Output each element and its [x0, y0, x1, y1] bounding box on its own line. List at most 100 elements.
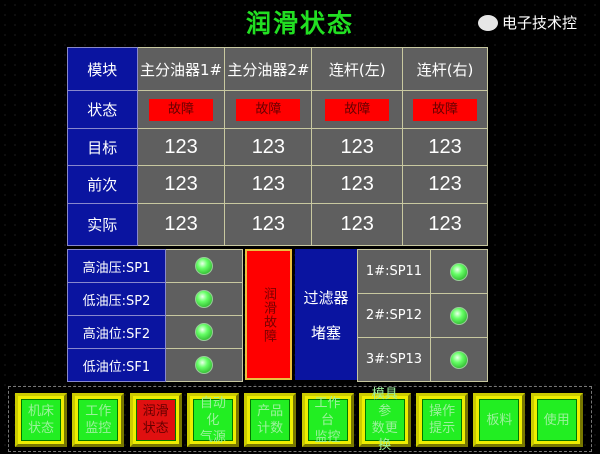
nav-label-line1: 工作 — [85, 404, 112, 419]
led-cell — [430, 293, 488, 338]
nav-label-line2: 监控 — [314, 429, 341, 445]
nav-label-line1: 机床 — [27, 404, 54, 419]
nav-label-line1: 板料 — [486, 412, 513, 428]
led-cell — [165, 315, 243, 349]
value-cell: 123 — [224, 165, 313, 204]
nav-label-line2: 状态 — [27, 421, 54, 436]
indicator-light-icon — [450, 350, 468, 369]
nav-button[interactable]: 产品 计数 — [244, 393, 297, 447]
nav-button[interactable]: 工作台 监控 — [301, 393, 354, 447]
nav-label-line1: 自动化 — [199, 395, 226, 428]
fault-badge: 故障 — [325, 98, 390, 121]
filter-sensor-label: 2#:SP12 — [357, 293, 431, 338]
header-col: 连杆(左) — [311, 47, 404, 91]
nav-label-line2: 气源 — [199, 429, 226, 445]
nav-button-face: 机床 状态 — [21, 399, 61, 441]
nav-button[interactable]: 操作 提示 — [416, 393, 469, 447]
nav-label-line1: 模具参 — [371, 387, 398, 419]
value-cell: 123 — [402, 165, 488, 204]
nav-label-line1: 产品 — [257, 404, 284, 419]
nav-button[interactable]: 自动化 气源 — [186, 393, 239, 447]
status-cell: 故障 — [311, 90, 404, 129]
sensor-table: 高油压:SP1 低油压:SP2 高油位:SF2 低油位:SF1 — [67, 249, 243, 382]
value-cell: 123 — [136, 165, 226, 204]
nav-label-line2: 提示 — [429, 421, 456, 436]
nav-label-line2: 监控 — [85, 421, 112, 436]
sensor-label: 高油压:SP1 — [67, 249, 166, 283]
value-cell: 123 — [136, 128, 226, 166]
fault-badge: 故障 — [413, 98, 478, 121]
header-col: 主分油器2# — [224, 47, 313, 91]
indicator-light-icon — [450, 262, 468, 281]
nav-label-line2: 状态 — [142, 421, 169, 436]
nav-bar — [8, 386, 592, 452]
indicator-light-icon — [195, 257, 213, 275]
nav-button[interactable]: 工作 监控 — [72, 393, 125, 447]
header-col: 主分油器1# — [136, 47, 226, 91]
nav-button[interactable]: 模具参 数更换 — [358, 387, 411, 453]
watermark: 电子技术控 — [478, 12, 577, 33]
nav-button-face: 工作 监控 — [78, 399, 119, 441]
value-cell: 123 — [224, 128, 313, 166]
led-cell — [165, 348, 243, 382]
row-label: 目标 — [67, 128, 138, 166]
nav-button-face: 操作 提示 — [422, 399, 463, 441]
value-cell: 123 — [311, 203, 404, 246]
value-cell: 123 — [311, 165, 404, 204]
nav-button[interactable]: 使用 — [530, 393, 583, 447]
nav-button-face: 使用 — [536, 399, 577, 441]
row-label: 状态 — [67, 90, 138, 129]
nav-label-line1: 工作台 — [314, 395, 341, 428]
page-title: 润滑状态 — [245, 9, 354, 38]
nav-label-line1: 润滑 — [142, 404, 169, 419]
nav-button-face: 工作台 监控 — [307, 396, 348, 445]
wechat-icon — [478, 14, 498, 31]
fault-badge: 故障 — [149, 98, 214, 121]
header-col: 连杆(右) — [402, 47, 488, 91]
filter-sensor-label: 3#:SP13 — [357, 337, 431, 382]
nav-label-line2: 计数 — [257, 421, 284, 436]
indicator-light-icon — [195, 290, 213, 308]
nav-button-face: 自动化 气源 — [192, 396, 233, 445]
filter-table: 1#:SP11 2#:SP12 3#:SP13 — [357, 249, 488, 382]
filter-line1: 过滤器 — [303, 288, 349, 307]
row-label: 前次 — [67, 165, 138, 204]
led-cell — [165, 282, 243, 316]
indicator-light-icon — [195, 323, 213, 341]
led-cell — [430, 337, 488, 382]
sensor-label: 低油位:SF1 — [67, 348, 166, 382]
nav-button-face: 板料 — [479, 399, 520, 441]
lube-fault-indicator: 润滑故障 — [245, 249, 292, 380]
value-cell: 123 — [311, 128, 404, 166]
nav-label-line2: 数更换 — [371, 421, 398, 453]
sensor-label: 低油压:SP2 — [67, 282, 166, 316]
led-cell — [165, 249, 243, 283]
nav-button[interactable]: 板料 — [473, 393, 526, 447]
header-module: 模块 — [67, 47, 138, 91]
fault-badge: 故障 — [236, 98, 301, 121]
status-cell: 故障 — [224, 90, 313, 129]
nav-button[interactable]: 润滑 状态 — [129, 393, 182, 447]
value-cell: 123 — [402, 128, 488, 166]
filter-sensor-label: 1#:SP11 — [357, 249, 431, 294]
indicator-light-icon — [450, 306, 468, 325]
filter-line2: 堵塞 — [310, 323, 341, 342]
status-cell: 故障 — [402, 90, 488, 129]
nav-label-line1: 操作 — [429, 404, 456, 419]
value-cell: 123 — [136, 203, 226, 246]
nav-button-face: 润滑 状态 — [135, 399, 176, 441]
nav-button-face: 模具参 数更换 — [364, 387, 405, 453]
sensor-label: 高油位:SF2 — [67, 315, 166, 349]
nav-label-line1: 使用 — [543, 412, 570, 428]
nav-button-face: 产品 计数 — [250, 399, 291, 441]
value-cell: 123 — [224, 203, 313, 246]
watermark-text: 电子技术控 — [502, 14, 578, 32]
status-cell: 故障 — [136, 90, 226, 129]
nav-button[interactable]: 机床 状态 — [15, 393, 67, 447]
value-cell: 123 — [402, 203, 488, 246]
filter-blocked-label: 过滤器 堵塞 — [295, 249, 357, 380]
led-cell — [430, 249, 488, 294]
indicator-light-icon — [195, 356, 213, 374]
module-table: 模块 主分油器1# 主分油器2# 连杆(左) 连杆(右) 状态 故障 故障 故障… — [67, 47, 488, 246]
row-label: 实际 — [67, 203, 138, 246]
